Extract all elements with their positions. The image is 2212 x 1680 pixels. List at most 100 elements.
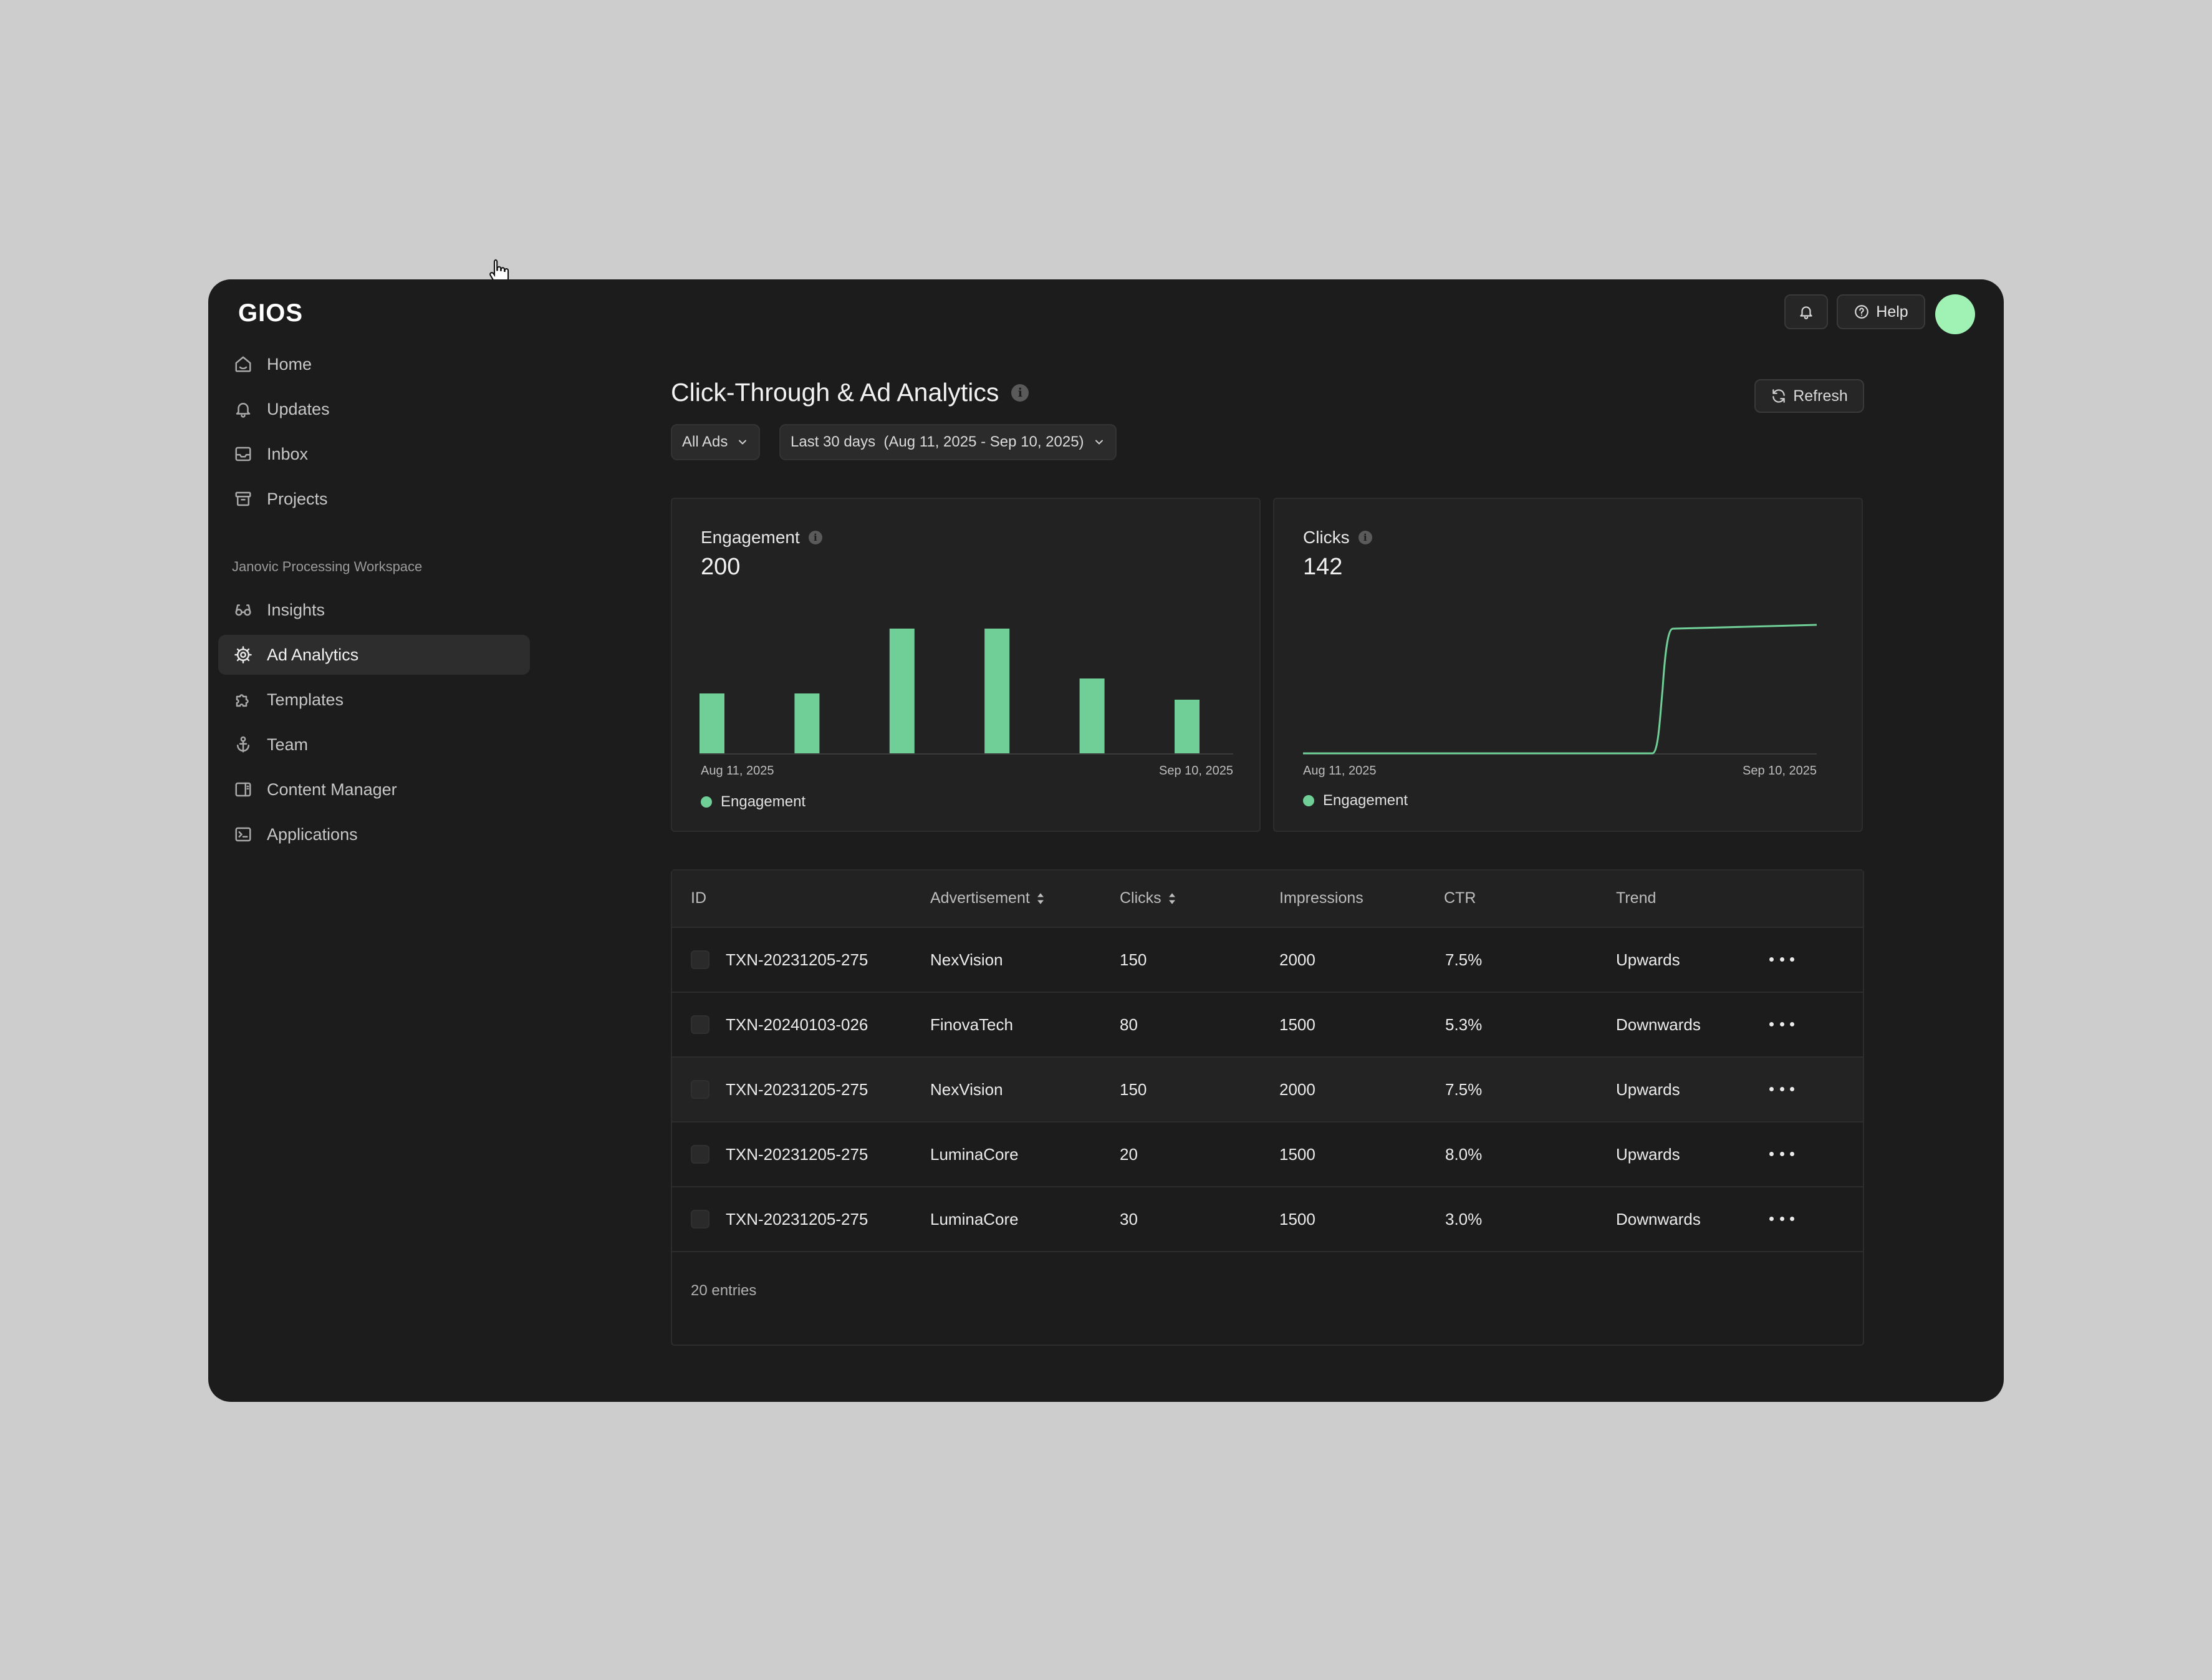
- more-actions-icon[interactable]: [1769, 1146, 1794, 1161]
- sidebar-item-label: Content Manager: [267, 780, 397, 799]
- ads-filter-dropdown[interactable]: All Ads: [671, 424, 761, 460]
- legend-label: Engagement: [721, 793, 806, 810]
- row-checkbox[interactable]: [691, 1080, 709, 1099]
- app-logo: GIOS: [238, 299, 304, 327]
- cell-id: TXN-20231205-275: [726, 1145, 868, 1164]
- cell-advertisement: NexVision: [930, 950, 1003, 969]
- info-icon[interactable]: i: [1358, 531, 1372, 544]
- cell-clicks: 80: [1120, 1015, 1138, 1034]
- cell-ctr: 3.0%: [1445, 1210, 1483, 1229]
- row-checkbox[interactable]: [691, 1210, 709, 1229]
- avatar[interactable]: [1935, 294, 1975, 334]
- engagement-label: Engagement: [701, 528, 800, 547]
- cell-impressions: 1500: [1279, 1145, 1315, 1164]
- glasses-icon: [233, 600, 253, 620]
- help-circle-icon: [1855, 305, 1869, 319]
- clicks-legend: Engagement: [1303, 792, 1408, 809]
- more-actions-icon[interactable]: [1769, 952, 1794, 967]
- table-row[interactable]: TXN-20231205-275 NexVision 150 2000 7.5%…: [672, 1058, 1863, 1122]
- legend-dot: [1303, 795, 1314, 806]
- column-header-clicks[interactable]: Clicks: [1120, 889, 1176, 907]
- x-tick-end: Sep 10, 2025: [1743, 764, 1817, 778]
- sidebar-item-label: Ad Analytics: [267, 645, 359, 664]
- bell-icon: [233, 399, 253, 419]
- bar: [794, 693, 820, 753]
- date-range-dropdown[interactable]: Last 30 days (Aug 11, 2025 - Sep 10, 202…: [779, 424, 1117, 460]
- cell-id: TXN-20240103-026: [726, 1015, 868, 1034]
- cell-impressions: 1500: [1279, 1015, 1315, 1034]
- row-checkbox[interactable]: [691, 950, 709, 969]
- engagement-bar-chart: Aug 11, 2025 Sep 10, 2025: [700, 629, 1233, 778]
- row-checkbox[interactable]: [691, 1015, 709, 1034]
- column-header-impressions[interactable]: Impressions: [1279, 889, 1363, 907]
- home-icon: [233, 354, 253, 374]
- legend-label: Engagement: [1323, 792, 1408, 809]
- cell-impressions: 2000: [1279, 950, 1315, 969]
- more-actions-icon[interactable]: [1769, 1016, 1794, 1031]
- bell-icon: [1800, 306, 1812, 319]
- notifications-button[interactable]: [1784, 294, 1828, 329]
- terminal-icon: [233, 824, 253, 844]
- refresh-label: Refresh: [1793, 387, 1848, 405]
- help-label: Help: [1876, 302, 1908, 321]
- engagement-value: 200: [701, 554, 741, 580]
- cell-ctr: 5.3%: [1445, 1015, 1483, 1034]
- sidebar-item-label: Templates: [267, 690, 344, 709]
- column-header-ctr[interactable]: CTR: [1444, 889, 1476, 907]
- help-button[interactable]: Help: [1837, 294, 1925, 329]
- inbox-icon: [233, 444, 253, 464]
- table-header: ID Advertisement Clicks Impressions CTR …: [672, 871, 1863, 928]
- table-row[interactable]: TXN-20231205-275 LuminaCore 30 1500 3.0%…: [672, 1187, 1863, 1252]
- clicks-value: 142: [1303, 554, 1343, 580]
- cell-impressions: 2000: [1279, 1080, 1315, 1099]
- cell-clicks: 20: [1120, 1145, 1138, 1164]
- engagement-card: Engagement i 200 Aug 11, 2025 Sep 10, 20…: [671, 498, 1261, 832]
- cell-advertisement: FinovaTech: [930, 1015, 1013, 1034]
- engagement-title: Engagement i: [701, 528, 822, 548]
- info-icon[interactable]: i: [1011, 384, 1029, 402]
- sidebar-item-label: Applications: [267, 824, 358, 844]
- refresh-icon: [1772, 389, 1785, 403]
- clicks-line-chart: Aug 11, 2025 Sep 10, 2025: [1303, 624, 1817, 778]
- clicks-series-line: [1303, 624, 1817, 755]
- sidebar-item-applications[interactable]: Applications: [218, 814, 530, 854]
- more-actions-icon[interactable]: [1769, 1211, 1794, 1226]
- sidebar-item-label: Insights: [267, 600, 325, 619]
- info-icon[interactable]: i: [808, 531, 822, 544]
- sidebar-item-inbox[interactable]: Inbox: [218, 434, 530, 474]
- table-row[interactable]: TXN-20231205-275 NexVision 150 2000 7.5%…: [672, 928, 1863, 993]
- cell-clicks: 30: [1120, 1210, 1138, 1229]
- sidebar-item-label: Inbox: [267, 444, 309, 463]
- cell-clicks: 150: [1120, 950, 1147, 969]
- column-header-trend[interactable]: Trend: [1616, 889, 1657, 907]
- more-actions-icon[interactable]: [1769, 1081, 1794, 1096]
- sidebar-item-projects[interactable]: Projects: [218, 479, 530, 519]
- refresh-button[interactable]: Refresh: [1754, 379, 1864, 413]
- sidebar-item-content-manager[interactable]: Content Manager: [218, 770, 530, 809]
- date-range-value: Last 30 days (Aug 11, 2025 - Sep 10, 202…: [791, 433, 1084, 450]
- table-row[interactable]: TXN-20240103-026 FinovaTech 80 1500 5.3%…: [672, 993, 1863, 1058]
- cell-impressions: 1500: [1279, 1210, 1315, 1229]
- x-tick-end: Sep 10, 2025: [1159, 764, 1233, 778]
- sort-icon: [1037, 892, 1044, 904]
- sidebar-item-home[interactable]: Home: [218, 344, 530, 384]
- sidebar-item-label: Projects: [267, 489, 328, 508]
- sidebar-item-label: Updates: [267, 399, 330, 418]
- sidebar-item-team[interactable]: Team: [218, 725, 530, 765]
- cell-id: TXN-20231205-275: [726, 950, 868, 969]
- cell-advertisement: LuminaCore: [930, 1210, 1019, 1229]
- hand-cursor-icon: [489, 259, 509, 286]
- bar: [1079, 678, 1105, 753]
- clicks-title: Clicks i: [1303, 528, 1372, 548]
- table-row[interactable]: TXN-20231205-275 LuminaCore 20 1500 8.0%…: [672, 1122, 1863, 1187]
- archive-icon: [233, 489, 253, 509]
- sidebar-item-ad-analytics[interactable]: Ad Analytics: [218, 635, 530, 675]
- row-checkbox[interactable]: [691, 1145, 709, 1164]
- sidebar-item-insights[interactable]: Insights: [218, 590, 530, 630]
- sidebar-item-updates[interactable]: Updates: [218, 389, 530, 429]
- column-header-advertisement[interactable]: Advertisement: [930, 889, 1045, 907]
- legend-dot: [701, 796, 712, 808]
- cell-id: TXN-20231205-275: [726, 1210, 868, 1229]
- sidebar-item-templates[interactable]: Templates: [218, 680, 530, 720]
- column-header-id[interactable]: ID: [691, 889, 706, 907]
